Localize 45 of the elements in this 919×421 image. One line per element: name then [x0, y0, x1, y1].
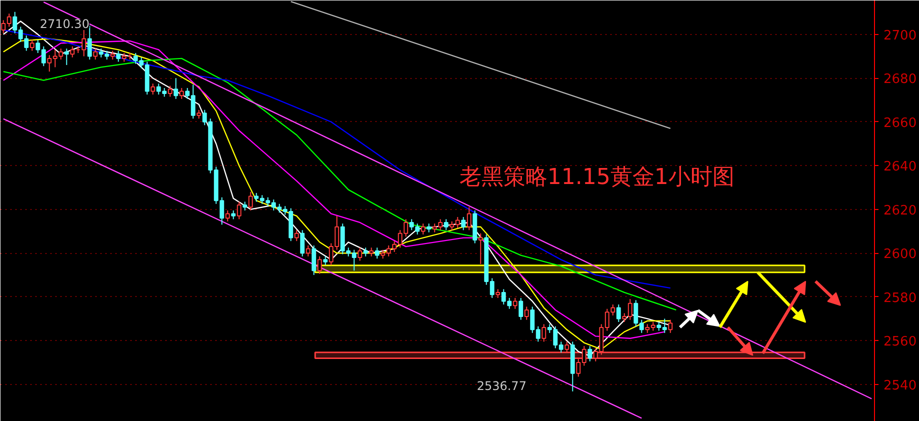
candlestick	[312, 244, 316, 276]
y-tick-label: 2580	[884, 290, 917, 306]
y-tick-label: 2540	[884, 378, 917, 394]
candlestick	[466, 206, 472, 231]
candlestick	[300, 230, 305, 257]
candlestick	[358, 247, 362, 262]
candlestick	[236, 201, 242, 220]
candlestick	[524, 306, 529, 320]
candlestick	[174, 78, 178, 100]
y-tick-label: 2660	[884, 116, 917, 131]
candlestick	[374, 247, 380, 260]
y-tick-label: 2700	[884, 28, 917, 44]
candlestick	[564, 341, 570, 354]
candlestick	[225, 210, 230, 222]
candlestick	[478, 232, 483, 265]
candlestick	[444, 218, 448, 231]
candlestick	[294, 230, 299, 242]
annotation: 2710.30	[40, 17, 90, 32]
candlestick	[512, 297, 518, 310]
candlestick	[93, 48, 98, 60]
candlestick	[179, 87, 184, 100]
candlestick	[616, 304, 621, 322]
text: 老黑策略11.15黄金1小时图	[459, 164, 734, 190]
candlestick	[542, 324, 546, 342]
candlestick	[87, 25, 92, 60]
candlestick	[317, 256, 322, 274]
candlestick	[518, 297, 524, 320]
candlestick	[64, 48, 69, 66]
y-tick-label: 2600	[884, 247, 917, 262]
candlestick	[461, 216, 466, 231]
y-tick-label: 2640	[884, 160, 917, 175]
candlestick	[668, 319, 673, 334]
candlestick	[588, 346, 592, 362]
candlestick	[248, 191, 253, 211]
annotation: 2536.77	[476, 379, 526, 394]
candlestick	[420, 223, 426, 236]
candlestick	[116, 50, 121, 62]
y-tick-label: 2680	[884, 72, 917, 88]
candlestick	[150, 83, 156, 96]
y-tick-label: 2620	[884, 203, 917, 218]
candlestick	[306, 244, 310, 257]
candlestick	[30, 39, 34, 52]
y-tick-label: 2560	[884, 334, 917, 350]
candlestick	[168, 85, 172, 98]
candlestick	[70, 46, 75, 58]
